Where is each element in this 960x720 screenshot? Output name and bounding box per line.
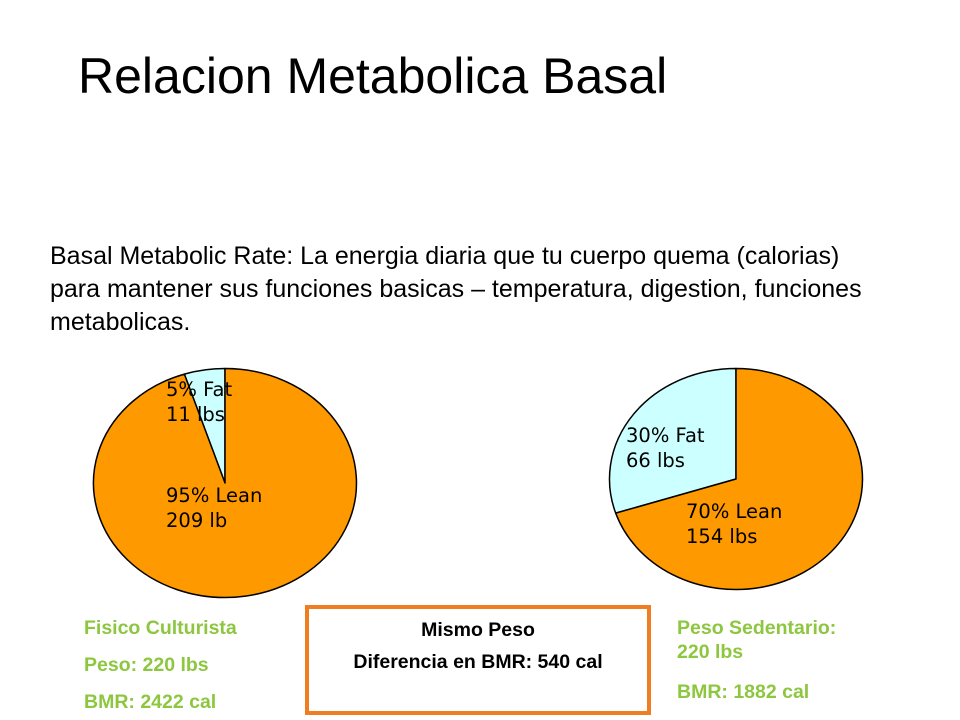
sedentary-bmr: BMR: 1882 cal <box>677 681 810 703</box>
pie-chart-bodybuilder-svg <box>92 367 358 599</box>
pie-label-fat: 30% Fat 66 lbs <box>626 423 705 473</box>
pie-label-fat: 5% Fat 11 lbs <box>166 377 232 427</box>
pie-label-fat-weight: 66 lbs <box>626 449 685 472</box>
sedentary-label: Peso Sedentario: <box>677 617 837 639</box>
comparison-bmr-difference: Diferencia en BMR: 540 cal <box>353 651 603 673</box>
sedentary-weight: 220 lbs <box>677 641 744 663</box>
comparison-same-weight: Mismo Peso <box>421 619 535 641</box>
comparison-box: Mismo Peso Diferencia en BMR: 540 cal <box>305 605 651 715</box>
slide-title: Relacion Metabolica Basal <box>78 48 668 104</box>
pie-label-fat-weight: 11 lbs <box>166 403 225 426</box>
pie-slice-lean <box>614 367 864 591</box>
bmr-definition: Basal Metabolic Rate: La energia diaria … <box>50 242 862 336</box>
pie-label-lean-percent: 95% Lean <box>166 484 263 507</box>
bodybuilder-bmr: BMR: 2422 cal <box>84 691 217 713</box>
pie-slice-lean <box>92 367 358 599</box>
pie-label-fat-percent: 30% Fat <box>626 424 705 447</box>
pie-label-lean-weight: 154 lbs <box>686 525 758 548</box>
bodybuilder-name: Fisico Culturista <box>84 617 237 639</box>
pie-chart-sedentary-svg <box>608 367 864 591</box>
pie-chart-sedentary: 30% Fat 66 lbs 70% Lean 154 lbs <box>608 367 864 591</box>
pie-label-lean-percent: 70% Lean <box>686 500 783 523</box>
bodybuilder-caption: Fisico Culturista Peso: 220 lbs BMR: 242… <box>84 616 237 714</box>
pie-label-lean: 70% Lean 154 lbs <box>686 499 782 549</box>
pie-label-fat-percent: 5% Fat <box>166 378 233 401</box>
sedentary-caption: Peso Sedentario: 220 lbs BMR: 1882 cal <box>677 616 947 704</box>
pie-label-lean-weight: 209 lb <box>166 509 228 532</box>
bodybuilder-weight: Peso: 220 lbs <box>84 654 209 676</box>
pie-label-lean: 95% Lean 209 lb <box>166 483 262 533</box>
pie-chart-bodybuilder: 5% Fat 11 lbs 95% Lean 209 lb <box>92 367 358 599</box>
pie-slice-fat <box>608 367 737 514</box>
